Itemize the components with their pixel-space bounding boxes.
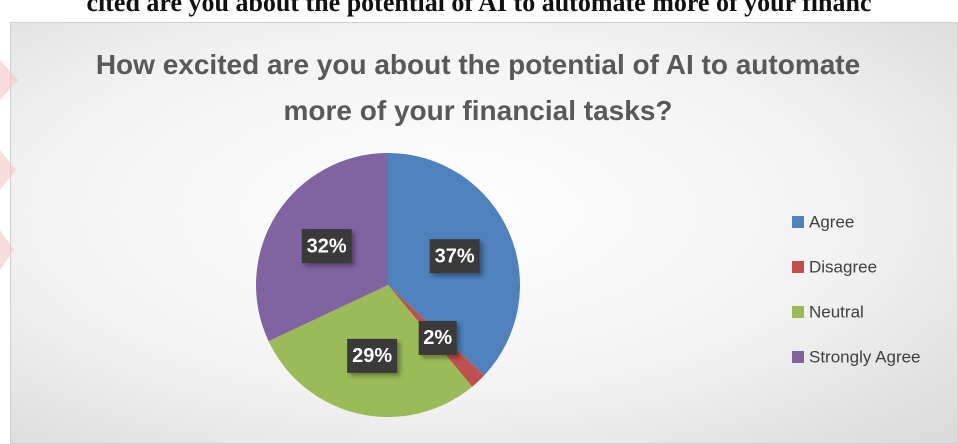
value-label: 2% <box>423 327 452 349</box>
value-label-box <box>429 239 480 274</box>
legend-label: Neutral <box>809 302 864 321</box>
legend-label: Strongly Agree <box>809 347 921 366</box>
legend-swatch <box>792 351 804 363</box>
legend-swatch <box>792 261 804 273</box>
value-label: 32% <box>307 235 347 257</box>
value-label-box <box>347 338 398 373</box>
value-label-box <box>418 320 457 355</box>
value-label-box <box>301 229 352 264</box>
watermark <box>0 60 18 270</box>
legend-label: Disagree <box>809 257 877 276</box>
legend-swatch <box>792 306 804 318</box>
value-label: 37% <box>435 245 475 267</box>
chart-title: How excited are you about the potential … <box>95 49 861 126</box>
legend-swatch <box>792 216 804 228</box>
page-heading: cited are you about the potential of AI … <box>86 0 872 17</box>
legend-label: Agree <box>809 212 854 231</box>
value-label: 29% <box>352 345 392 367</box>
